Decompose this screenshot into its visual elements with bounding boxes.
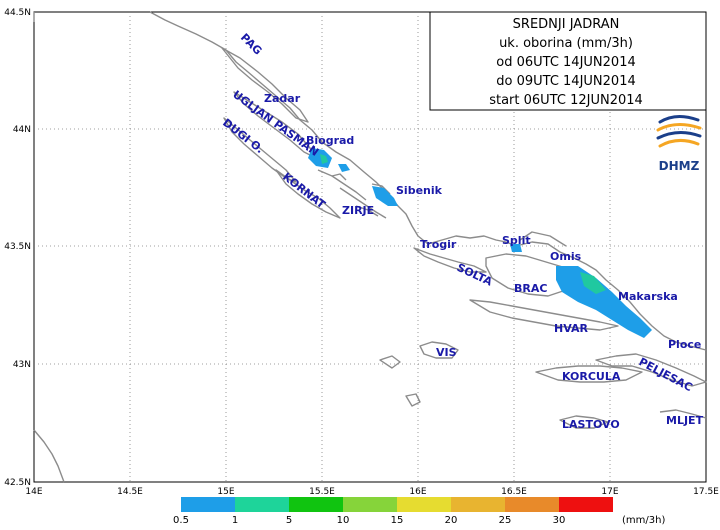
lon-tick-label: 17.5E xyxy=(693,487,719,497)
legend-label: 20 xyxy=(445,515,458,526)
place-label-zadar: Zadar xyxy=(264,92,301,105)
legend-unit: (mm/3h) xyxy=(622,515,665,526)
lat-tick-label: 44.5N xyxy=(4,8,31,18)
legend-swatch xyxy=(559,497,613,512)
lat-tick-label: 43.5N xyxy=(4,242,31,252)
lat-tick-labels: 44.5N 44N 43.5N 43N 42.5N xyxy=(4,8,31,488)
dhmz-logo: DHMZ xyxy=(656,115,702,173)
title-line-start: start 06UTC 12JUN2014 xyxy=(489,93,643,108)
title-box: SREDNJI JADRAN uk. oborina (mm/3h) od 06… xyxy=(429,11,707,111)
place-label-sibenik: Sibenik xyxy=(396,184,443,197)
legend-swatch xyxy=(289,497,343,512)
legend-swatch xyxy=(181,497,235,512)
place-label-vis: VIS xyxy=(436,346,457,359)
grid xyxy=(34,12,706,482)
legend-label: 10 xyxy=(337,515,350,526)
legend-label: 5 xyxy=(286,515,292,526)
precipitation-areas xyxy=(308,148,652,338)
legend-label: 1 xyxy=(232,515,238,526)
logo-text: DHMZ xyxy=(659,159,700,173)
title-line-to: do 09UTC 14JUN2014 xyxy=(496,74,635,89)
place-label-biograd: Biograd xyxy=(306,134,354,147)
place-label-zirje: ZIRJE xyxy=(342,204,374,217)
legend-swatch xyxy=(505,497,559,512)
place-label-split: Split xyxy=(502,234,531,247)
dhmz-swirl-icon xyxy=(656,115,702,148)
legend-label: 30 xyxy=(553,515,566,526)
place-label-makarska: Makarska xyxy=(618,290,678,303)
lon-tick-label: 14.5E xyxy=(117,487,143,497)
lon-tick-labels: 14E 14.5E 15E 15.5E 16E 16.5E 17E 17.5E xyxy=(25,487,719,497)
lat-tick-label: 44N xyxy=(13,125,31,135)
place-label-korcula: KORCULA xyxy=(562,370,621,383)
lon-tick-label: 17E xyxy=(601,487,618,497)
legend-swatch xyxy=(235,497,289,512)
place-label-trogir: Trogir xyxy=(420,238,457,251)
legend-swatch xyxy=(397,497,451,512)
place-label-omis: Omis xyxy=(550,250,582,263)
lon-tick-label: 14E xyxy=(25,487,42,497)
place-label-ploce: Ploce xyxy=(668,338,701,351)
legend: 0.5 1 5 10 15 20 25 30 (mm/3h) xyxy=(173,497,665,526)
title-box-frame xyxy=(429,11,707,111)
coastline xyxy=(33,11,707,483)
lon-tick-label: 15.5E xyxy=(309,487,335,497)
title-line-region: SREDNJI JADRAN xyxy=(513,17,620,32)
legend-swatch xyxy=(343,497,397,512)
legend-label: 0.5 xyxy=(173,515,189,526)
lon-tick-label: 16E xyxy=(409,487,426,497)
lon-tick-label: 15E xyxy=(217,487,234,497)
place-label-lastovo: LASTOVO xyxy=(562,418,620,431)
legend-label: 15 xyxy=(391,515,404,526)
lat-tick-label: 42.5N xyxy=(4,478,31,488)
place-label-brac: BRAC xyxy=(514,282,547,295)
lat-tick-label: 43N xyxy=(13,360,31,370)
place-label-hvar: HVAR xyxy=(554,322,588,335)
place-label-mljet: MLJET xyxy=(666,414,704,427)
title-line-from: od 06UTC 14JUN2014 xyxy=(496,55,635,70)
legend-label: 25 xyxy=(499,515,512,526)
legend-swatch xyxy=(451,497,505,512)
title-line-variable: uk. oborina (mm/3h) xyxy=(499,36,633,51)
lon-tick-label: 16.5E xyxy=(501,487,527,497)
